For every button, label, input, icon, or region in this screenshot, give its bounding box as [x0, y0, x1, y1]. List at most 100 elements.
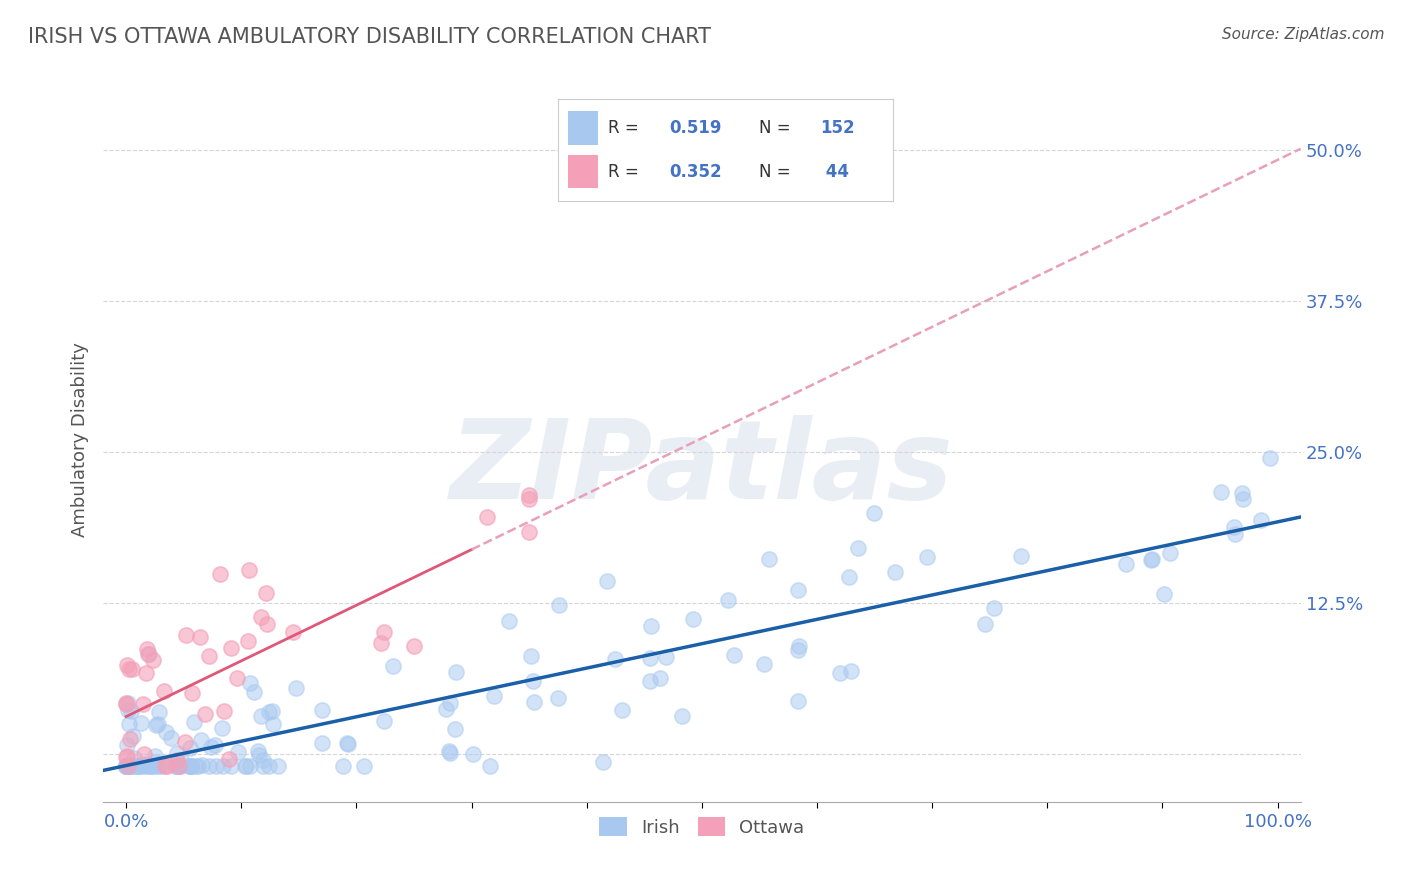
Text: Source: ZipAtlas.com: Source: ZipAtlas.com [1222, 27, 1385, 42]
Point [198, 648, 221, 663]
Point [117, 759, 139, 773]
Point [256, 617, 278, 632]
Point [115, 759, 138, 773]
Point [155, 759, 177, 773]
Point [250, 610, 273, 624]
Point [174, 627, 197, 641]
Point [1225, 527, 1247, 541]
Point [188, 630, 211, 644]
Point [131, 698, 153, 712]
Point [717, 593, 740, 607]
Point [444, 722, 467, 736]
Point [478, 759, 501, 773]
Point [226, 745, 249, 759]
Point [166, 753, 188, 767]
Point [128, 759, 150, 773]
Point [233, 759, 256, 773]
Point [143, 749, 166, 764]
Point [1010, 549, 1032, 563]
Point [170, 753, 193, 767]
Point [115, 759, 138, 773]
Point [115, 696, 138, 710]
Point [1223, 520, 1246, 534]
Point [434, 702, 457, 716]
Point [153, 683, 176, 698]
Point [247, 744, 270, 758]
Point [180, 759, 202, 773]
Point [830, 666, 852, 681]
Point [281, 625, 304, 640]
Point [153, 759, 176, 773]
Point [118, 759, 141, 773]
Point [141, 759, 163, 773]
Point [603, 652, 626, 666]
Point [166, 746, 188, 760]
Point [179, 740, 201, 755]
Point [135, 759, 157, 773]
Point [142, 653, 165, 667]
Point [163, 759, 186, 773]
Point [353, 759, 375, 773]
Point [238, 563, 260, 577]
Point [787, 639, 810, 653]
Point [117, 759, 139, 773]
Point [200, 739, 222, 754]
Point [1115, 558, 1137, 572]
Point [165, 759, 187, 773]
Point [180, 759, 202, 773]
Point [211, 721, 233, 735]
Point [115, 759, 138, 773]
Point [183, 715, 205, 730]
Point [239, 759, 262, 773]
Point [1209, 485, 1232, 500]
Point [124, 759, 146, 773]
Point [115, 759, 138, 773]
Point [115, 698, 138, 712]
Point [138, 647, 160, 661]
Point [444, 665, 467, 679]
Point [117, 749, 139, 764]
Point [136, 647, 159, 661]
Point [235, 759, 257, 773]
Point [250, 708, 273, 723]
Point [262, 717, 284, 731]
Point [520, 648, 543, 663]
Point [517, 492, 540, 507]
Point [204, 759, 226, 773]
Point [218, 752, 240, 766]
Point [917, 550, 939, 565]
Point [204, 738, 226, 752]
Point [522, 674, 544, 689]
Point [145, 759, 167, 773]
Point [238, 634, 260, 648]
Point [219, 759, 242, 773]
Point [167, 759, 190, 773]
Point [373, 714, 395, 728]
Point [155, 725, 177, 739]
Point [723, 648, 745, 663]
Point [118, 759, 141, 773]
Text: IRISH VS OTTAWA AMBULATORY DISABILITY CORRELATION CHART: IRISH VS OTTAWA AMBULATORY DISABILITY CO… [28, 27, 711, 46]
Point [167, 759, 190, 773]
Point [122, 751, 145, 765]
Point [127, 759, 149, 773]
Point [370, 636, 392, 650]
Point [125, 759, 148, 773]
Point [252, 759, 274, 773]
Point [332, 759, 354, 773]
Point [252, 753, 274, 767]
Point [1232, 492, 1254, 507]
Point [243, 685, 266, 699]
Point [142, 759, 165, 773]
Point [117, 703, 139, 717]
Point [148, 717, 170, 731]
Point [121, 729, 143, 743]
Legend: Irish, Ottawa: Irish, Ottawa [592, 810, 811, 844]
Point [118, 662, 141, 676]
Point [139, 759, 162, 773]
Point [167, 759, 190, 773]
Point [209, 566, 232, 581]
Point [212, 759, 235, 773]
Point [1140, 552, 1163, 566]
Point [120, 759, 142, 773]
